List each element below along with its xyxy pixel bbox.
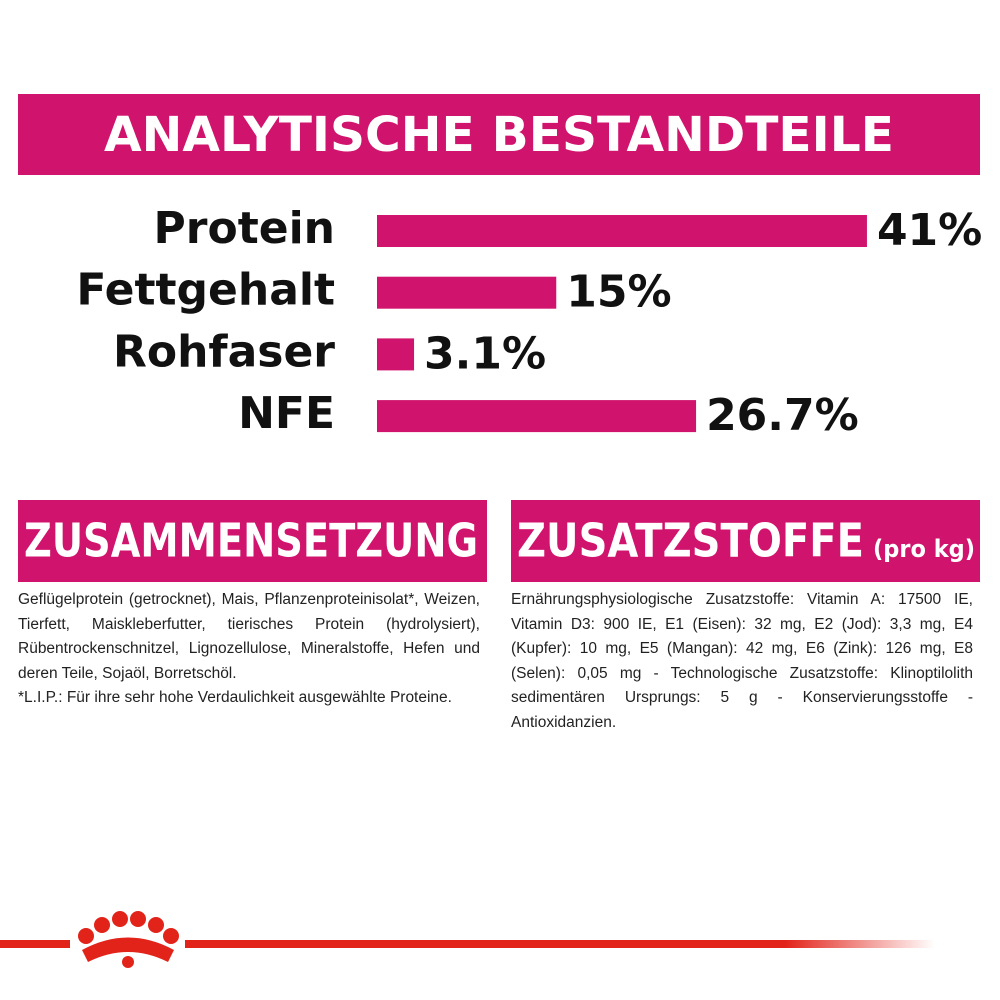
value-label: 26.7% [706, 390, 859, 441]
footer-line [0, 940, 70, 948]
crown-logo [78, 911, 179, 968]
bar [377, 338, 415, 371]
value-label: 15% [566, 267, 671, 318]
chart-title: ANALYTISCHE BESTANDTEILE [104, 107, 894, 163]
additives-title: ZUSATZSTOFFE [517, 514, 864, 568]
additives-text: Ernährungsphysiologische Zusatzstoffe: V… [511, 591, 973, 731]
category-label: NFE [238, 388, 335, 439]
composition-note: *L.I.P.: Für ihre sehr hohe Verdaulichke… [18, 689, 452, 706]
composition-header [18, 500, 487, 582]
category-label: Protein [154, 203, 335, 254]
composition-title: ZUSAMMENSETZUNG [24, 514, 478, 568]
bar [377, 276, 557, 309]
additives-header [511, 500, 980, 582]
bar [377, 400, 697, 433]
value-label: 41% [877, 205, 982, 256]
composition-text: Geflügelprotein (getrocknet), Mais, Pfla… [18, 591, 480, 682]
footer-line [185, 940, 935, 948]
category-label: Fettgehalt [76, 265, 335, 316]
title-band [18, 94, 980, 175]
value-label: 3.1% [424, 328, 546, 379]
additives-subtitle: (pro kg) [873, 535, 975, 563]
bar [377, 215, 867, 247]
category-label: Rohfaser [113, 326, 335, 377]
